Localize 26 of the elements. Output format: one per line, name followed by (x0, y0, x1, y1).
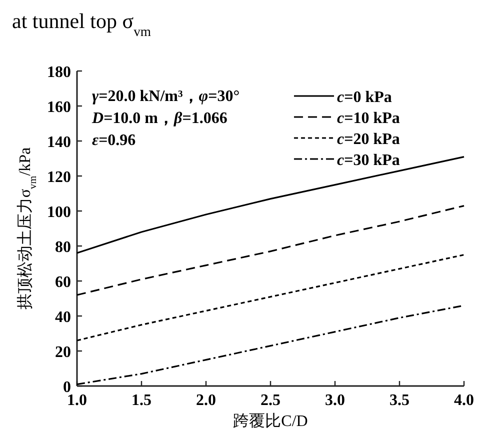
y-tick-label: 60 (55, 274, 71, 291)
x-tick-label: 1.5 (132, 392, 152, 409)
annotation: ε=0.96 (92, 132, 136, 149)
legend-label: c=10 kPa (337, 110, 400, 127)
annotation: γ=20.0 kN/m³，φ=30° (92, 88, 240, 105)
y-tick-label: 160 (47, 99, 71, 116)
x-tick-label: 3.5 (390, 392, 410, 409)
chart-title: at tunnel top σ$_{vm}$ (12, 9, 152, 38)
y-tick-label: 20 (55, 344, 71, 361)
legend-label: c=30 kPa (337, 152, 400, 169)
line-series (76, 205, 465, 296)
annotation: D=10.0 m，β=1.066 (91, 110, 228, 127)
y-tick-label: 80 (55, 239, 71, 256)
x-tick-label: 3.0 (325, 392, 345, 409)
line-series (76, 254, 465, 342)
y-tick-label: 100 (47, 204, 71, 221)
x-axis-title: 跨覆比C/D (233, 412, 308, 430)
legend-label: c=0 kPa (337, 89, 392, 106)
y-tick-label: 140 (47, 134, 71, 151)
y-tick-label: 180 (47, 64, 71, 81)
legend-label: c=20 kPa (337, 131, 400, 148)
y-tick-label: 40 (55, 309, 71, 326)
y-tick-label: 120 (47, 169, 71, 186)
x-tick-label: 2.5 (260, 392, 280, 409)
x-tick-label: 2.0 (196, 392, 216, 409)
x-tick-label: 4.0 (454, 392, 474, 409)
